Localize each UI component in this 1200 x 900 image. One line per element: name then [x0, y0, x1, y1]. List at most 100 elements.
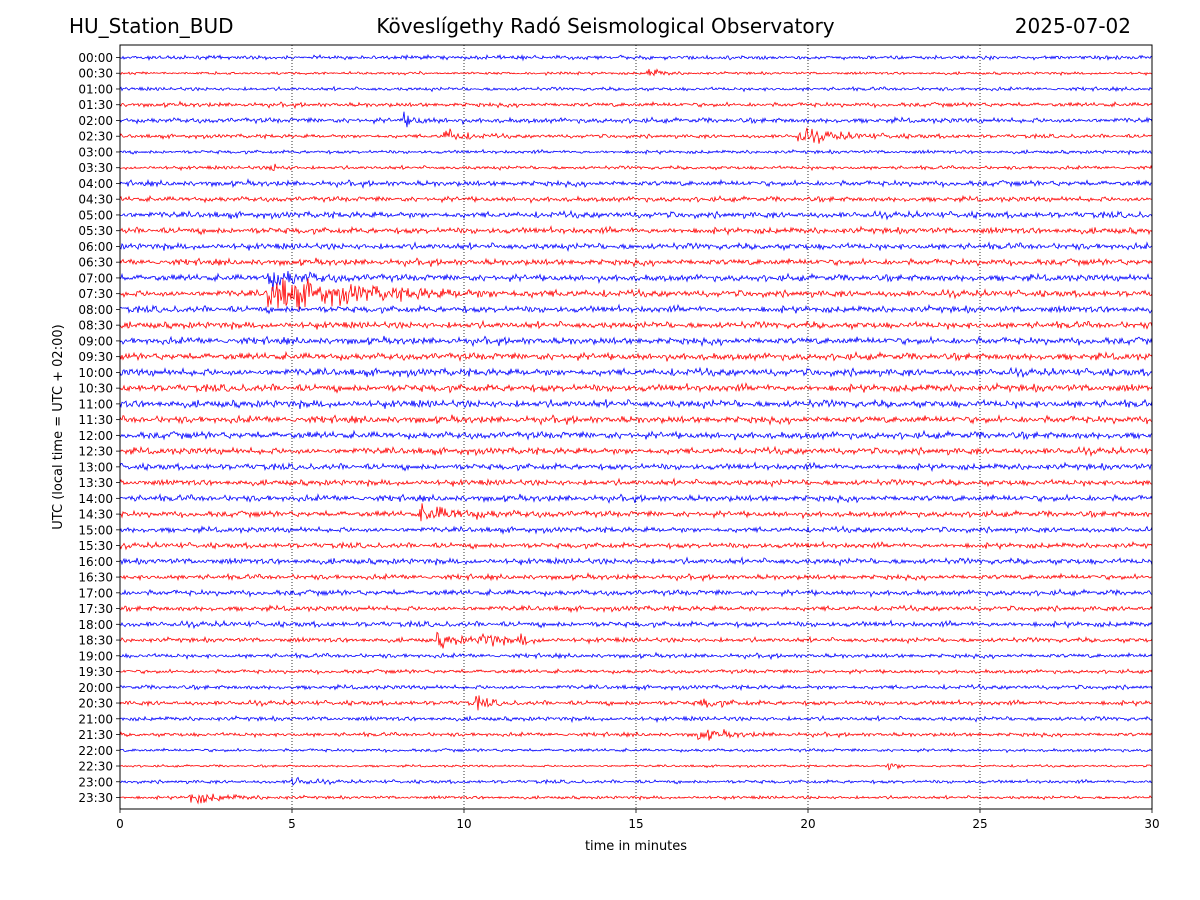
trace-0730	[119, 278, 1153, 311]
trace-1630	[119, 572, 1153, 583]
y-tick-label: 07:30	[78, 287, 113, 301]
y-tick-label: 03:30	[78, 161, 113, 175]
y-tick-label: 15:30	[78, 539, 113, 553]
trace-1100	[119, 398, 1153, 409]
y-tick-label: 12:00	[78, 429, 113, 443]
trace-0130	[119, 100, 1153, 110]
y-tick-label: 02:00	[78, 114, 113, 128]
trace-1900	[119, 651, 1153, 661]
trace-0100	[119, 85, 1153, 93]
y-tick-label: 01:30	[78, 98, 113, 112]
trace-1400	[119, 493, 1153, 504]
y-tick-label: 20:00	[78, 681, 113, 695]
trace-2200	[119, 747, 1153, 754]
trace-2230	[119, 762, 1153, 771]
trace-1030	[119, 381, 1153, 394]
y-tick-label: 18:30	[78, 634, 113, 648]
x-tick-label: 15	[628, 817, 643, 831]
trace-0700	[119, 270, 1153, 292]
y-tick-label: 02:30	[78, 130, 113, 144]
trace-1130	[119, 414, 1153, 426]
trace-0430	[119, 194, 1153, 204]
trace-2130	[119, 729, 1153, 741]
y-tick-label: 00:30	[78, 67, 113, 81]
trace-1730	[119, 604, 1153, 614]
trace-0600	[119, 241, 1153, 253]
y-tick-label: 17:30	[78, 602, 113, 616]
trace-1000	[119, 366, 1153, 379]
y-tick-label: 05:30	[78, 224, 113, 238]
trace-2000	[119, 683, 1153, 692]
y-tick-label: 06:00	[78, 240, 113, 254]
trace-1300	[119, 461, 1153, 473]
trace-1530	[119, 540, 1153, 551]
y-tick-label: 08:00	[78, 303, 113, 317]
y-tick-label: 13:00	[78, 460, 113, 474]
y-axis-label: UTC (local time = UTC + 02:00)	[51, 324, 66, 529]
y-tick-label: 13:30	[78, 476, 113, 490]
y-tick-label: 15:00	[78, 523, 113, 537]
trace-1200	[119, 429, 1153, 441]
trace-0400	[119, 178, 1153, 189]
y-tick-label: 08:30	[78, 319, 113, 333]
trace-1430	[119, 503, 1153, 522]
y-tick-label: 09:30	[78, 350, 113, 364]
y-tick-label: 18:00	[78, 618, 113, 632]
trace-2100	[119, 714, 1153, 724]
x-tick-label: 0	[116, 817, 124, 831]
y-tick-label: 01:00	[78, 82, 113, 96]
trace-1830	[119, 631, 1153, 649]
x-tick-label: 20	[800, 817, 815, 831]
trace-0900	[119, 335, 1153, 348]
x-tick-label: 30	[1144, 817, 1159, 831]
trace-0330	[119, 163, 1153, 172]
y-tick-label: 09:00	[78, 334, 113, 348]
trace-0930	[119, 350, 1153, 362]
y-tick-label: 11:00	[78, 397, 113, 411]
trace-0200	[119, 111, 1153, 128]
y-tick-label: 10:00	[78, 366, 113, 380]
y-tick-label: 14:00	[78, 492, 113, 506]
x-tick-label: 10	[456, 817, 471, 831]
trace-1930	[119, 668, 1153, 676]
trace-0500	[119, 209, 1153, 221]
x-axis-ticks: 0 5 10 15 20 25 30	[116, 809, 1160, 831]
y-tick-label: 21:00	[78, 712, 113, 726]
y-tick-label: 22:30	[78, 760, 113, 774]
y-tick-label: 12:30	[78, 445, 113, 459]
y-tick-label: 20:30	[78, 697, 113, 711]
y-tick-label: 21:30	[78, 728, 113, 742]
trace-0530	[119, 225, 1153, 236]
y-tick-label: 04:30	[78, 193, 113, 207]
trace-0630	[119, 257, 1153, 268]
x-tick-label: 25	[972, 817, 987, 831]
y-tick-label: 23:00	[78, 775, 113, 789]
trace-2330	[119, 793, 1153, 805]
station-name: HU_Station_BUD	[69, 14, 234, 38]
y-tick-label: 16:30	[78, 571, 113, 585]
trace-0030	[119, 68, 1153, 77]
trace-1230	[119, 445, 1153, 457]
x-tick-label: 5	[288, 817, 296, 831]
y-tick-label: 19:30	[78, 665, 113, 679]
chart-title: Köveslígethy Radó Seismological Observat…	[376, 14, 835, 38]
y-tick-label: 06:30	[78, 256, 113, 270]
trace-1700	[119, 588, 1153, 598]
y-tick-label: 00:00	[78, 51, 113, 65]
y-tick-label: 03:00	[78, 145, 113, 159]
y-tick-label: 19:00	[78, 649, 113, 663]
trace-2300	[119, 776, 1153, 787]
seismic-traces	[119, 53, 1153, 805]
trace-0800	[119, 303, 1153, 315]
y-tick-label: 10:30	[78, 382, 113, 396]
trace-0300	[119, 148, 1153, 156]
trace-1800	[119, 619, 1153, 630]
x-gridlines	[291, 45, 981, 809]
trace-1330	[119, 477, 1153, 488]
y-tick-label: 14:30	[78, 508, 113, 522]
y-tick-label: 05:00	[78, 208, 113, 222]
y-tick-label: 22:00	[78, 744, 113, 758]
y-tick-label: 07:00	[78, 271, 113, 285]
